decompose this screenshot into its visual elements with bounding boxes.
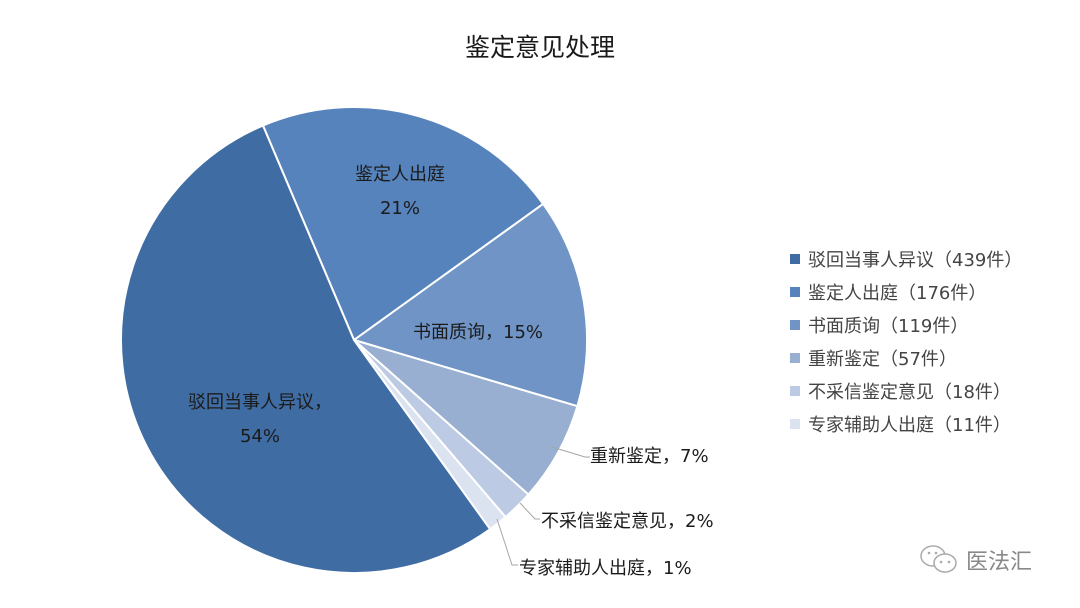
- slice-label-pct: 54%: [239, 426, 280, 447]
- pie-slice: [261, 106, 545, 342]
- legend-label: 不采信鉴定意见（18件）: [808, 381, 1011, 403]
- watermark-text: 医法汇: [966, 550, 1033, 575]
- legend-item: 重新鉴定（57件）: [790, 341, 1022, 374]
- legend-label: 专家辅助人出庭（11件）: [808, 414, 1011, 436]
- pie-slice: [351, 202, 588, 408]
- legend-item: 驳回当事人异议（439件）: [790, 242, 1022, 275]
- slice-label-expert-assistant: 专家辅助人出庭，1%: [519, 558, 692, 579]
- wechat-icon: [920, 545, 957, 573]
- slice-label-name: 驳回当事人异议，: [188, 392, 332, 413]
- slice-label-not-adopted: 不采信鉴定意见，2%: [541, 511, 714, 532]
- slice-label-reappraisal: 重新鉴定，7%: [590, 446, 709, 467]
- legend-swatch: [790, 319, 800, 330]
- legend-swatch: [790, 385, 800, 396]
- legend-swatch: [790, 286, 800, 297]
- legend-label: 鉴定人出庭（176件）: [808, 282, 987, 304]
- legend-label: 重新鉴定（57件）: [808, 348, 957, 370]
- legend-swatch: [790, 418, 800, 429]
- slice-label-pct: 21%: [379, 198, 420, 219]
- leader-lines: [496, 446, 590, 566]
- pie-slice: [353, 339, 579, 496]
- legend-swatch: [790, 352, 800, 363]
- legend-item: 专家辅助人出庭（11件）: [790, 407, 1022, 440]
- watermark: 医法汇: [918, 543, 1032, 577]
- legend-label: 驳回当事人异议（439件）: [808, 249, 1023, 271]
- pie-slice: [120, 124, 492, 574]
- chart-title: 鉴定意见处理: [464, 33, 615, 62]
- legend-item: 鉴定人出庭（176件）: [790, 275, 1022, 308]
- slice-label-appraiser-court: 鉴定人出庭 21%: [335, 158, 465, 226]
- legend-swatch: [790, 253, 800, 264]
- slice-label-written-inquiry: 书面质询，15%: [413, 322, 544, 343]
- chart-legend: 驳回当事人异议（439件） 鉴定人出庭（176件） 书面质询（119件） 重新鉴…: [790, 242, 1022, 440]
- legend-label: 书面质询（119件）: [808, 315, 969, 337]
- slice-label-name: 鉴定人出庭: [355, 164, 445, 185]
- slice-label-reject: 驳回当事人异议， 54%: [170, 386, 350, 454]
- legend-item: 不采信鉴定意见（18件）: [790, 374, 1022, 407]
- legend-item: 书面质询（119件）: [790, 308, 1022, 341]
